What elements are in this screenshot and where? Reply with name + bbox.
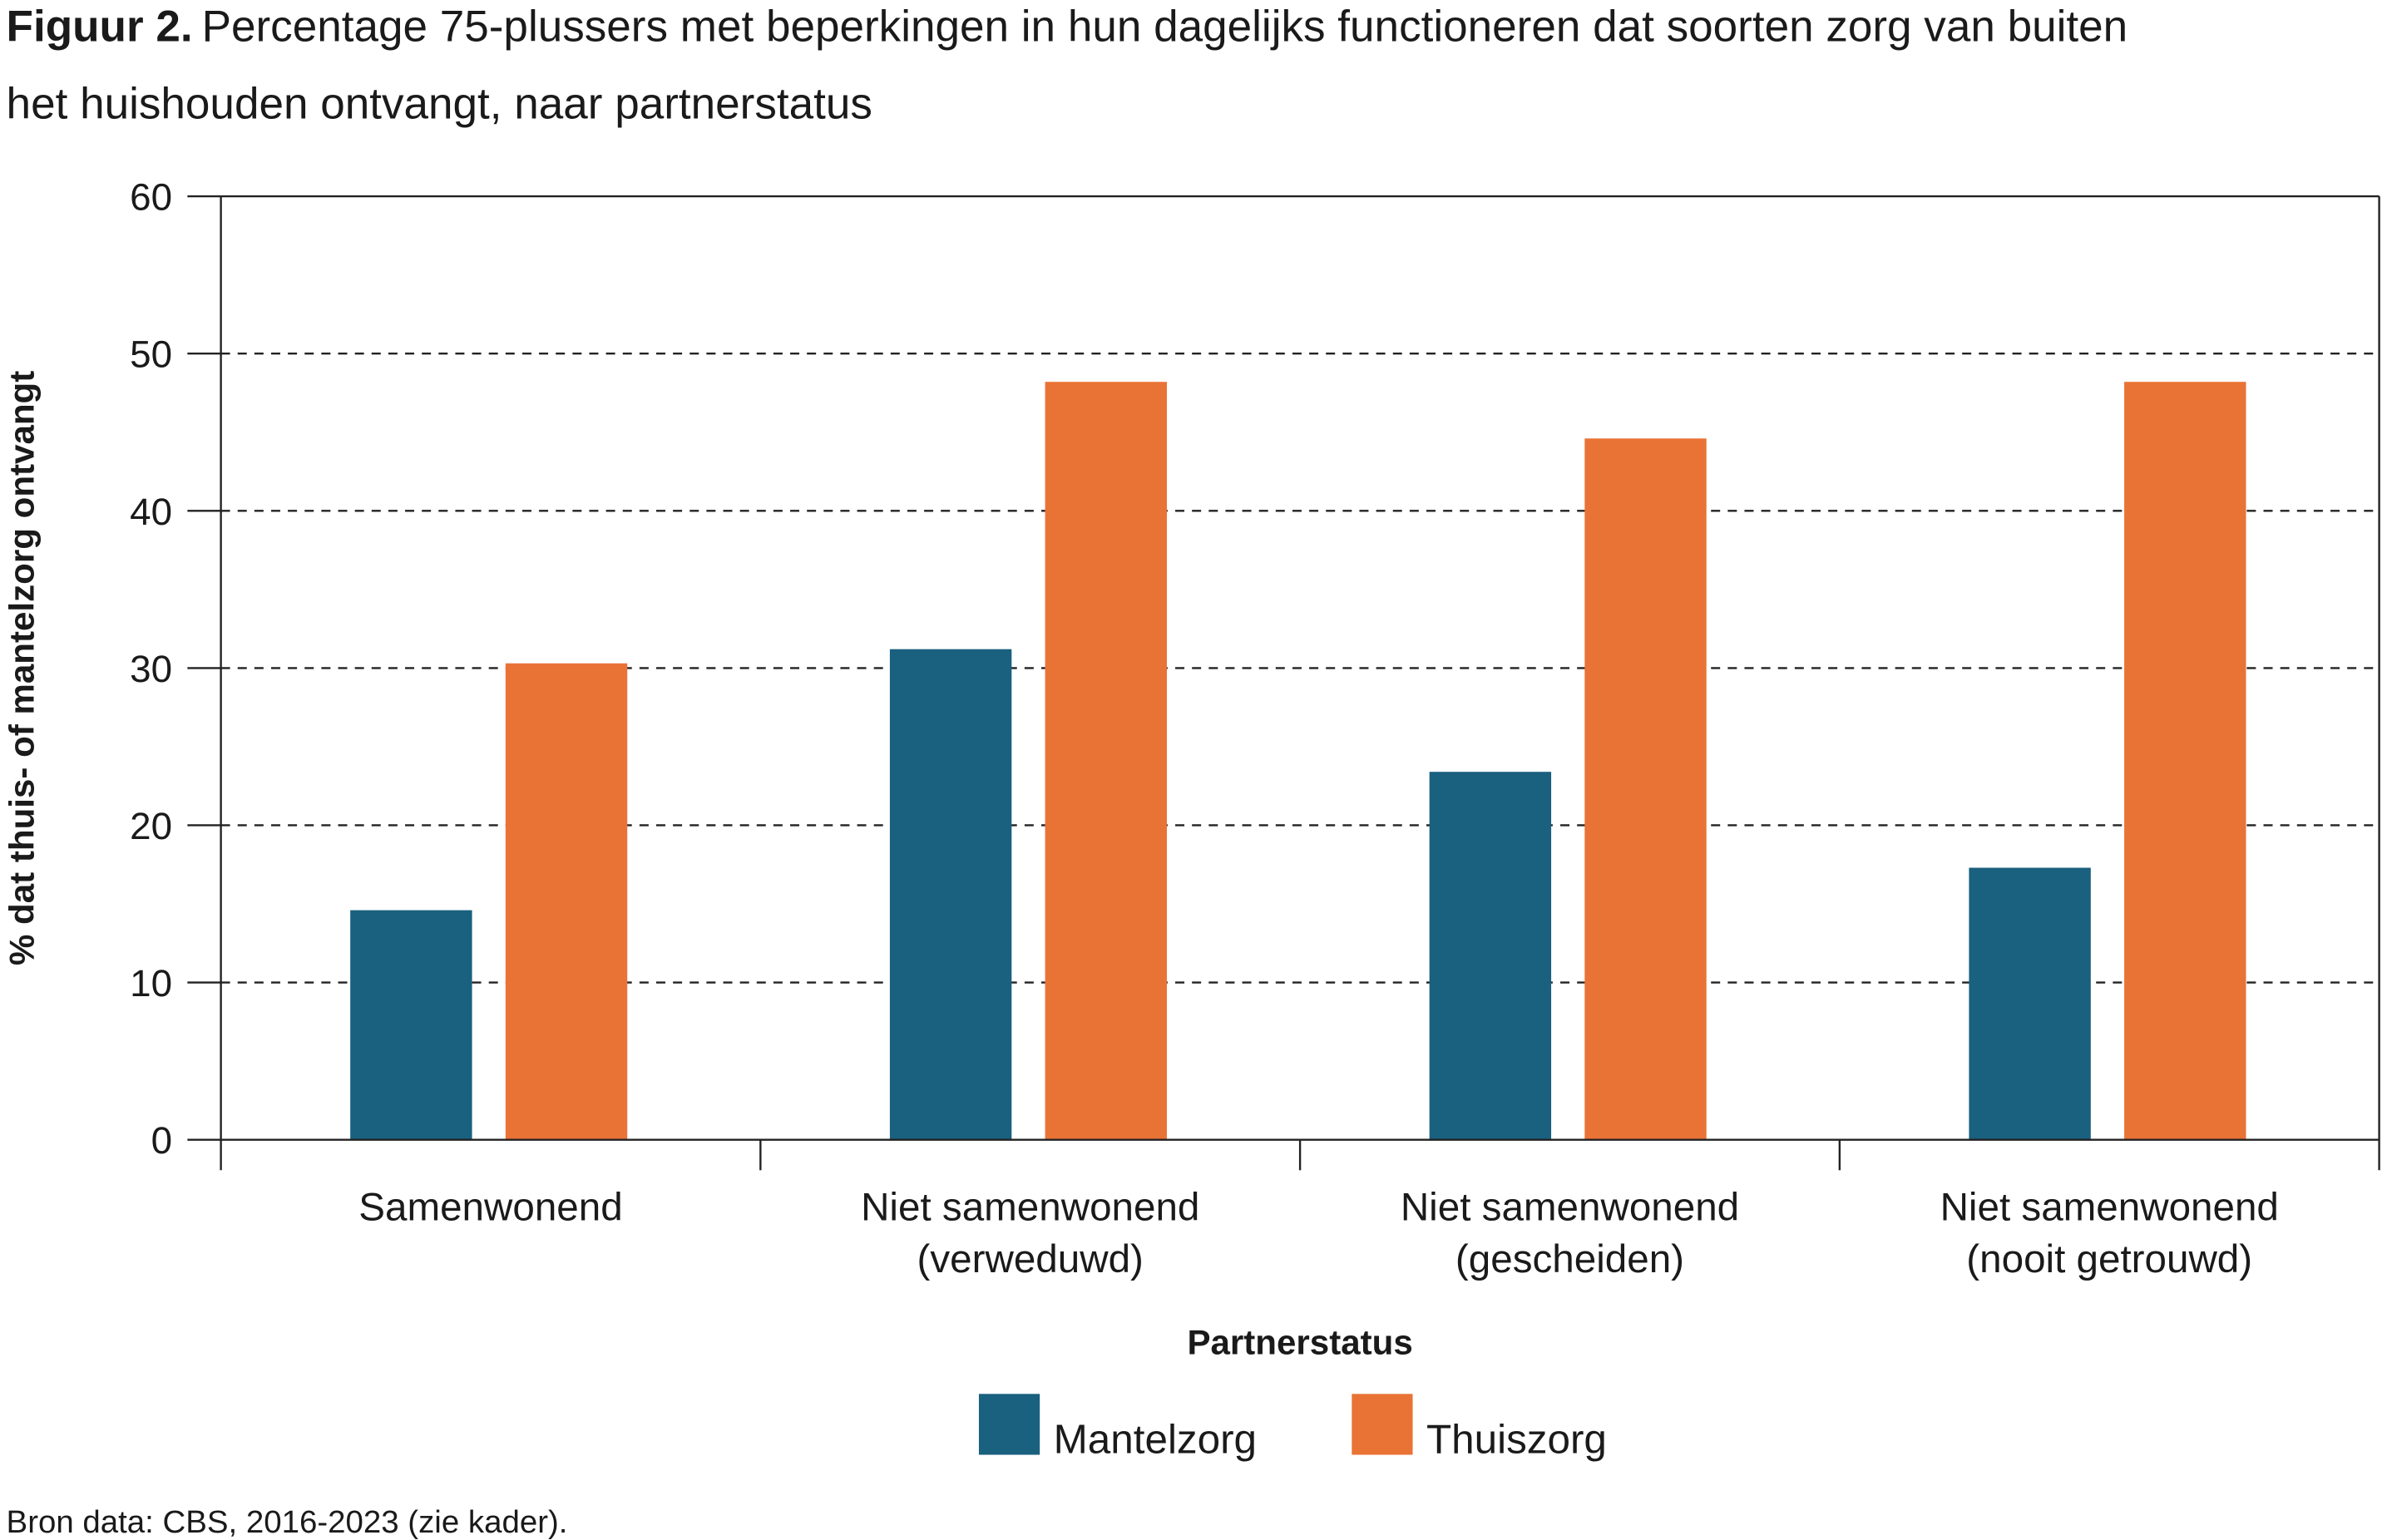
legend-label: Mantelzorg bbox=[1054, 1417, 1257, 1463]
bars bbox=[350, 382, 2246, 1140]
x-tick-label: (verweduwd) bbox=[917, 1237, 1144, 1281]
y-tick-label: 0 bbox=[151, 1119, 172, 1162]
y-tick-label: 30 bbox=[130, 648, 172, 690]
title-line1: Percentage 75-plussers met beperkingen i… bbox=[202, 2, 2128, 51]
x-tick-label: Niet samenwonend bbox=[861, 1186, 1199, 1230]
source-note: Bron data: CBS, 2016-2023 (zie kader). bbox=[7, 1504, 568, 1540]
bar-thuiszorg bbox=[1584, 438, 1707, 1140]
bar-mantelzorg bbox=[350, 910, 472, 1140]
y-tick-label: 40 bbox=[130, 491, 172, 533]
x-tick-labels: Samenwonend Niet samenwonend (verweduwd) Ni… bbox=[358, 1186, 2279, 1281]
x-tick-label: (nooit getrouwd) bbox=[1966, 1237, 2252, 1281]
y-axis-label: % dat thuis- of mantelzorg ontvangt bbox=[2, 371, 42, 965]
x-tick-label: Niet samenwonend bbox=[1940, 1186, 2279, 1230]
x-tick-label: Samenwonend bbox=[358, 1186, 622, 1230]
legend-swatch bbox=[978, 1394, 1040, 1455]
axes bbox=[187, 195, 2380, 1171]
bar-thuiszorg bbox=[505, 663, 628, 1140]
legend: Mantelzorg Thuiszorg bbox=[978, 1394, 1607, 1463]
x-axis-label: Partnerstatus bbox=[1187, 1323, 1412, 1362]
bar-thuiszorg bbox=[1045, 382, 1167, 1140]
bar-mantelzorg bbox=[1429, 772, 1552, 1140]
y-tick-label: 20 bbox=[130, 805, 172, 847]
legend-label: Thuiszorg bbox=[1426, 1417, 1607, 1463]
bar-mantelzorg bbox=[889, 649, 1012, 1140]
x-tick-label: Niet samenwonend bbox=[1401, 1186, 1739, 1230]
bar-mantelzorg bbox=[1969, 867, 2091, 1140]
x-tick-label: (gescheiden) bbox=[1455, 1237, 1684, 1281]
y-tick-label: 10 bbox=[130, 962, 172, 1004]
title-line2: het huishouden ontvangt, naar partnersta… bbox=[7, 80, 872, 129]
chart-title: Figuur 2. Percentage 75-plussers met bepe… bbox=[7, 2, 2128, 51]
y-tick-label: 60 bbox=[130, 176, 172, 219]
y-tick-label: 50 bbox=[130, 333, 172, 376]
figure-label: Figuur 2. bbox=[7, 2, 193, 51]
y-tick-labels: 0 10 20 30 40 50 60 bbox=[130, 176, 172, 1162]
legend-swatch bbox=[1352, 1394, 1413, 1455]
bar-thuiszorg bbox=[2124, 382, 2246, 1140]
